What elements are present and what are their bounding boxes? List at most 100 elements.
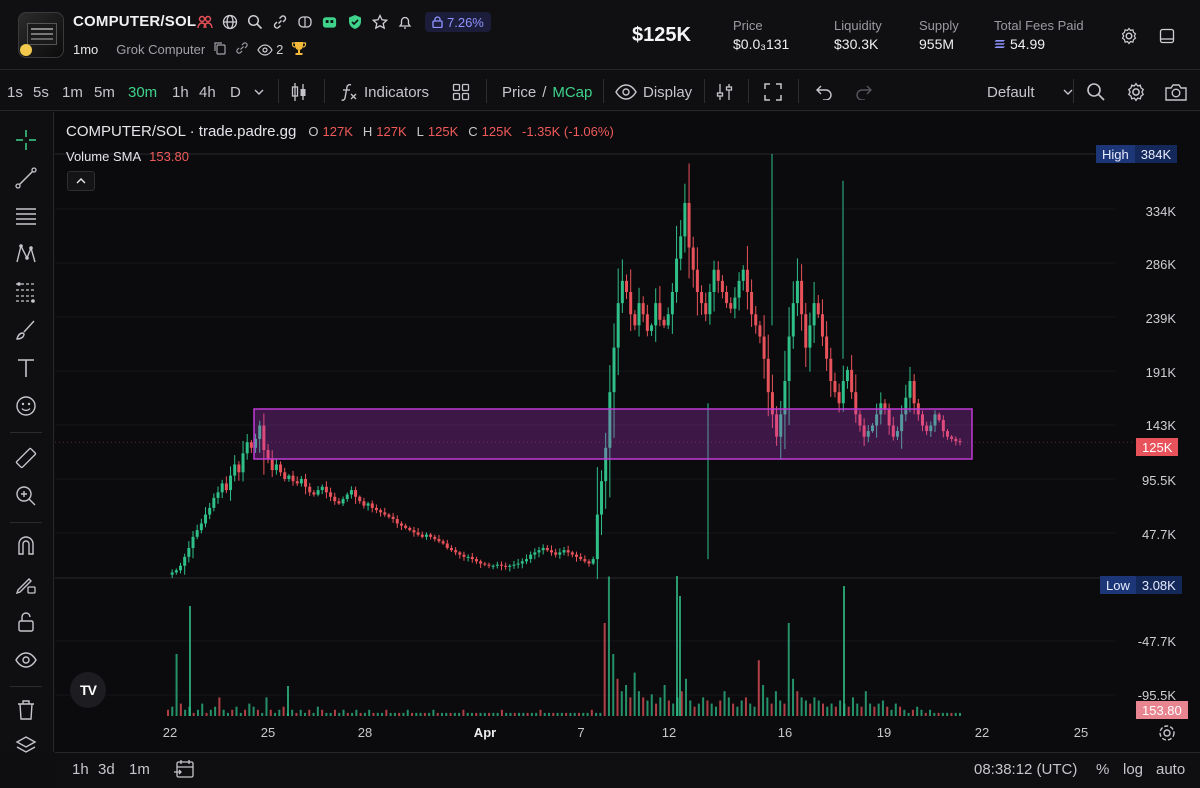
globe-icon[interactable]: [221, 14, 238, 31]
shield-check-icon[interactable]: [346, 14, 363, 31]
volume-bar: [530, 712, 533, 716]
timeframe-4h[interactable]: 4h: [199, 83, 216, 101]
volume-bar: [783, 703, 786, 716]
range-3d[interactable]: 3d: [98, 761, 115, 778]
layouts-icon[interactable]: [452, 82, 470, 102]
copy-icon[interactable]: [213, 41, 227, 58]
draw-lock-icon[interactable]: [12, 570, 40, 598]
timeframe-30m[interactable]: 30m: [128, 83, 158, 101]
high-tag-label: High: [1096, 145, 1135, 163]
candle-type-icon[interactable]: [290, 82, 308, 102]
token-avatar[interactable]: [18, 12, 64, 58]
price-mcap-toggle[interactable]: Price / MCap: [502, 82, 592, 102]
candle-body: [804, 314, 808, 348]
volume-bar: [346, 712, 349, 716]
log-scale-toggle[interactable]: log: [1123, 761, 1144, 778]
layout-select[interactable]: Default: [987, 82, 1073, 102]
fullscreen-icon[interactable]: [764, 82, 782, 102]
trend-line-icon[interactable]: [12, 164, 40, 192]
timeframe-chevron-down-icon[interactable]: [254, 82, 264, 102]
ruler-icon[interactable]: [12, 444, 40, 472]
magnet-icon[interactable]: [12, 532, 40, 560]
volume-bar: [894, 703, 897, 716]
adjust-sliders-icon[interactable]: [716, 82, 734, 102]
candle-body: [387, 514, 391, 517]
candle-body: [887, 408, 891, 426]
candle-body: [349, 490, 353, 495]
range-1h[interactable]: 1h: [72, 761, 89, 778]
price-chart[interactable]: [55, 112, 1200, 752]
camera-icon[interactable]: [1164, 82, 1188, 102]
watchers-count: 2: [257, 42, 283, 57]
volume-bar: [774, 691, 777, 716]
timeframe-1h[interactable]: 1h: [172, 83, 189, 101]
crosshair-icon[interactable]: [12, 126, 40, 154]
horizontal-lines-icon[interactable]: [12, 202, 40, 230]
candle-body: [637, 303, 641, 326]
text-tool-icon[interactable]: [12, 354, 40, 382]
emoji-icon[interactable]: [12, 392, 40, 420]
volume-bar: [603, 623, 606, 716]
timeframe-5m[interactable]: 5m: [94, 83, 115, 101]
mcap-toggle-label[interactable]: MCap: [552, 83, 593, 101]
volume-bar: [950, 712, 953, 716]
utc-clock[interactable]: 08:38:12 (UTC): [974, 761, 1078, 778]
candle-body: [745, 269, 749, 292]
indicators-button[interactable]: Indicators: [340, 82, 429, 102]
chart-settings-icon[interactable]: [1126, 82, 1146, 102]
link-icon[interactable]: [271, 14, 288, 31]
unlock-icon[interactable]: [12, 608, 40, 636]
zoom-in-icon[interactable]: [12, 482, 40, 510]
goto-realtime-icon[interactable]: [1158, 724, 1176, 747]
candle-body: [204, 514, 208, 524]
candle-body: [508, 565, 512, 567]
price-stat: Price $0.0₃131: [733, 18, 789, 52]
volume-bar: [749, 703, 752, 716]
chain-link-icon[interactable]: [235, 41, 249, 58]
timeframe-d[interactable]: D: [230, 83, 241, 101]
candle-body: [470, 556, 474, 560]
trash-icon[interactable]: [12, 696, 40, 724]
undo-icon[interactable]: [815, 82, 833, 102]
tradingview-logo[interactable]: TV: [70, 672, 106, 708]
candle-body: [925, 425, 929, 432]
volume-bar: [714, 706, 717, 716]
candle-body: [524, 559, 528, 562]
high-price-tag: High 384K: [1096, 145, 1178, 163]
auto-scale-toggle[interactable]: auto: [1156, 761, 1186, 778]
computer-image-icon: [27, 23, 57, 45]
percent-scale-toggle[interactable]: %: [1096, 761, 1110, 778]
brush-icon[interactable]: [12, 316, 40, 344]
layout-select-label: Default: [987, 83, 1035, 101]
range-1m[interactable]: 1m: [129, 761, 150, 778]
settings-icon[interactable]: [1119, 26, 1139, 46]
redo-icon[interactable]: [855, 82, 873, 102]
brain-icon[interactable]: [296, 14, 313, 31]
volume-bar: [509, 712, 512, 716]
candle-body: [845, 369, 849, 382]
candle-body: [483, 563, 487, 565]
price-toggle-label[interactable]: Price: [502, 83, 537, 101]
collapse-legend-button[interactable]: [67, 171, 95, 191]
star-icon[interactable]: [371, 14, 388, 31]
visibility-icon[interactable]: [12, 646, 40, 674]
fib-retracement-icon[interactable]: [12, 278, 40, 306]
trophy-icon[interactable]: [291, 40, 307, 59]
timeframe-1s[interactable]: 1s: [7, 83, 23, 101]
robot-icon[interactable]: [321, 14, 338, 31]
chart-search-icon[interactable]: [1086, 82, 1106, 102]
chart-canvas[interactable]: [55, 112, 1200, 752]
display-button[interactable]: Display: [615, 82, 692, 102]
timeframe-1m[interactable]: 1m: [62, 83, 83, 101]
candle-body: [174, 570, 178, 573]
timeframe-5s[interactable]: 5s: [33, 83, 49, 101]
volume-bar: [762, 685, 765, 716]
candle-body: [283, 472, 287, 479]
panel-toggle-icon[interactable]: [1157, 26, 1177, 46]
bell-plus-icon[interactable]: [396, 14, 413, 31]
search-icon[interactable]: [246, 14, 263, 31]
layers-icon[interactable]: [12, 732, 40, 760]
holders-icon[interactable]: [196, 14, 213, 31]
pattern-icon[interactable]: [12, 240, 40, 268]
date-range-icon[interactable]: [173, 758, 195, 784]
